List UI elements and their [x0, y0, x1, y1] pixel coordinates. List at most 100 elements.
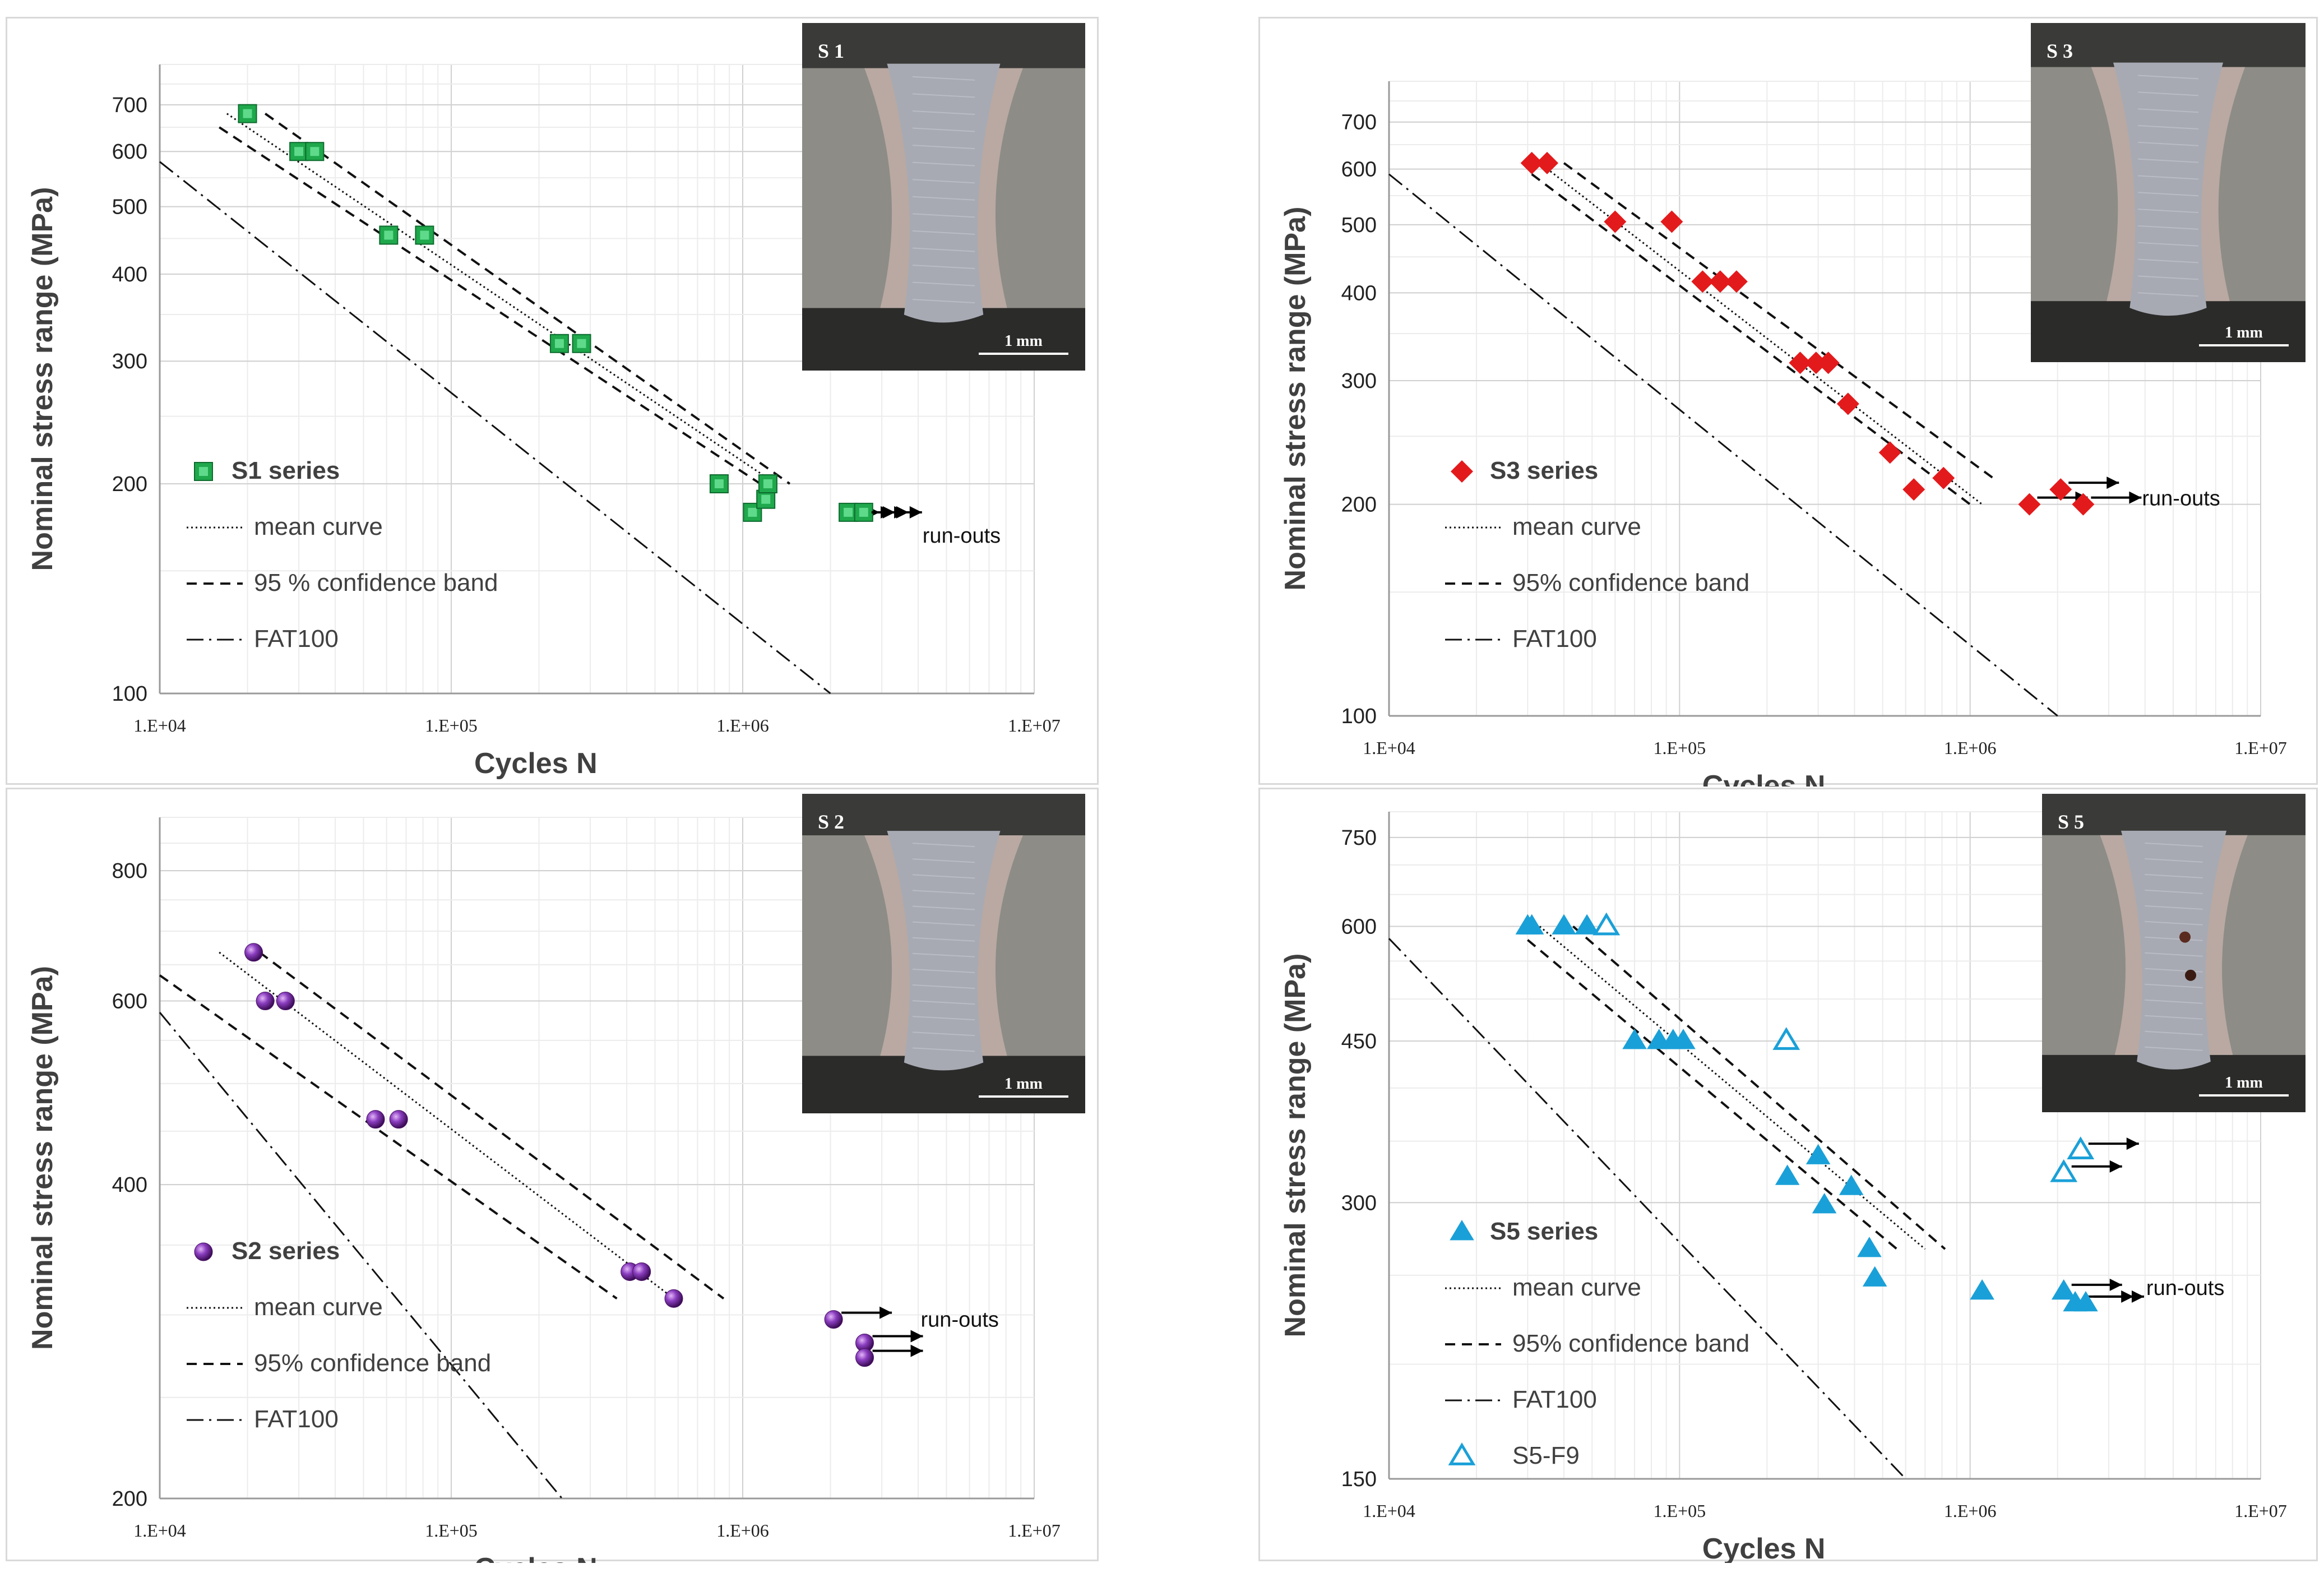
95-confidence-band-line: [219, 126, 761, 485]
runout-arrow: [871, 506, 922, 519]
legend-label: 95% confidence band: [254, 1349, 491, 1377]
data-point: [1862, 1266, 1887, 1287]
y-axis-title: Nominal stress range (MPa): [26, 966, 59, 1350]
series-run-outs: [824, 1306, 923, 1367]
scale-bar-label: 1 mm: [2225, 1074, 2263, 1091]
runout-arrow: [872, 1330, 923, 1343]
x-axis-title: Cycles N: [474, 747, 598, 780]
y-tick-label: 450: [1341, 1030, 1377, 1053]
data-point: [1932, 466, 1955, 489]
legend-label: mean curve: [1512, 513, 1641, 540]
mean-curve-line: [219, 951, 674, 1299]
legend-label: 95 % confidence band: [254, 569, 498, 596]
data-point: [1857, 1237, 1882, 1257]
data-point: [1804, 351, 1827, 374]
fat100-line: [1388, 173, 2058, 717]
x-tick-label: 1.E+04: [1363, 738, 1415, 758]
data-point: [1970, 1279, 1994, 1300]
inset-label: S 2: [818, 811, 844, 833]
data-point: [415, 225, 434, 245]
legend: S3 series mean curve 95% confidence band FA…: [1445, 457, 1749, 653]
data-point: [389, 1110, 408, 1129]
scale-bar-label: 1 mm: [2225, 324, 2263, 341]
y-tick-label: 100: [112, 682, 147, 706]
x-tick-label: 1.E+05: [425, 715, 478, 736]
data-point: [1536, 151, 1559, 174]
chart-panel-s2: 800 600 400 200 1.E+04 1.E+05 1.E+06 1.E+07 Cycl…: [6, 788, 1099, 1563]
runout-label: run-outs: [2146, 1276, 2224, 1300]
data-point: [1622, 1029, 1647, 1049]
legend: S1 series mean curve 95 % confidence band F…: [187, 457, 498, 653]
data-point: [1839, 1174, 1864, 1195]
legend-label: mean curve: [254, 1293, 383, 1321]
legend-marker: [1451, 460, 1473, 483]
legend-item: mean curve: [1445, 1274, 1641, 1301]
runout-point: [2050, 1159, 2078, 1182]
inset-photo-s1: S 1 1 mm: [802, 23, 1085, 371]
x-tick-label: 1.E+06: [716, 715, 769, 736]
data-point: [276, 992, 295, 1011]
legend-label: S5-F9: [1512, 1442, 1580, 1469]
runout-arrow: [2088, 1137, 2139, 1150]
y-tick-label: 300: [112, 350, 147, 373]
y-tick-label: 200: [112, 1487, 147, 1511]
x-tick-label: 1.E+04: [133, 715, 186, 736]
legend-item: 95 % confidence band: [187, 569, 498, 596]
runout-arrow: [872, 1344, 923, 1357]
legend-item: mean curve: [187, 513, 383, 540]
inset-label: S 5: [2058, 811, 2084, 833]
data-point: [289, 142, 309, 161]
runout-point: [2018, 493, 2041, 516]
y-tick-label: 150: [1341, 1468, 1377, 1491]
y-tick-label: 300: [1341, 369, 1377, 393]
data-point: [1812, 1193, 1837, 1214]
legend-label: mean curve: [1512, 1274, 1641, 1301]
series-s3-series: [1520, 151, 1955, 501]
scale-bar-label: 1 mm: [1004, 1075, 1043, 1093]
95-confidence-band-line: [1527, 939, 1898, 1250]
legend-label: S1 series: [232, 457, 340, 484]
legend-label: S5 series: [1490, 1218, 1598, 1245]
data-point: [1817, 351, 1840, 374]
runout-label: run-outs: [923, 524, 1001, 548]
runout-label: run-outs: [921, 1308, 999, 1332]
95-confidence-band-line: [1563, 162, 1994, 479]
x-tick-label: 1.E+04: [133, 1520, 186, 1541]
data-point: [1878, 441, 1901, 464]
data-point: [1789, 351, 1812, 374]
runout-point: [2051, 1279, 2076, 1300]
legend-item: 95% confidence band: [1445, 569, 1749, 596]
runout-arrow: [2071, 1278, 2122, 1291]
data-point: [758, 474, 777, 493]
data-point: [1552, 914, 1576, 935]
data-point: [1902, 478, 1925, 501]
y-axis-title: Nominal stress range (MPa): [26, 187, 59, 571]
x-tick-label: 1.E+06: [1944, 738, 1997, 758]
mean-curve-line: [1539, 162, 1983, 505]
series-s5-f9-run-outs: [2050, 1136, 2139, 1182]
legend-label: FAT100: [1512, 625, 1597, 653]
y-tick-label: 500: [1341, 214, 1377, 237]
chart-panel-s1: 700 600 500 400 300 200 100 1.E+04 1.E+05 1.E+06 1…: [6, 17, 1099, 785]
y-tick-label: 200: [112, 473, 147, 496]
y-tick-label: 500: [112, 196, 147, 219]
runout-arrow: [841, 1306, 892, 1319]
runout-arrow: [2068, 477, 2119, 489]
runout-point: [2072, 493, 2095, 516]
legend-marker: [1448, 1442, 1476, 1465]
legend-label: 95% confidence band: [1512, 1330, 1749, 1357]
chart-svg-s1: 700 600 500 400 300 200 100 1.E+04 1.E+05 1.E+06 1…: [26, 23, 1085, 780]
legend-item: S5 series: [1450, 1218, 1598, 1245]
data-point: [256, 992, 275, 1011]
legend-label: S2 series: [232, 1237, 340, 1265]
runout-point: [854, 502, 873, 522]
x-tick-label: 1.E+07: [2234, 1501, 2287, 1521]
pore-mark: [2185, 969, 2196, 981]
inset-label: S 1: [818, 40, 844, 62]
legend-item: 95% confidence band: [1445, 1330, 1749, 1357]
data-point: [1520, 151, 1543, 174]
x-tick-label: 1.E+04: [1363, 1501, 1415, 1521]
legend-item: 95% confidence band: [187, 1349, 491, 1377]
data-point: [1772, 1027, 1800, 1050]
runout-point: [2067, 1136, 2095, 1159]
